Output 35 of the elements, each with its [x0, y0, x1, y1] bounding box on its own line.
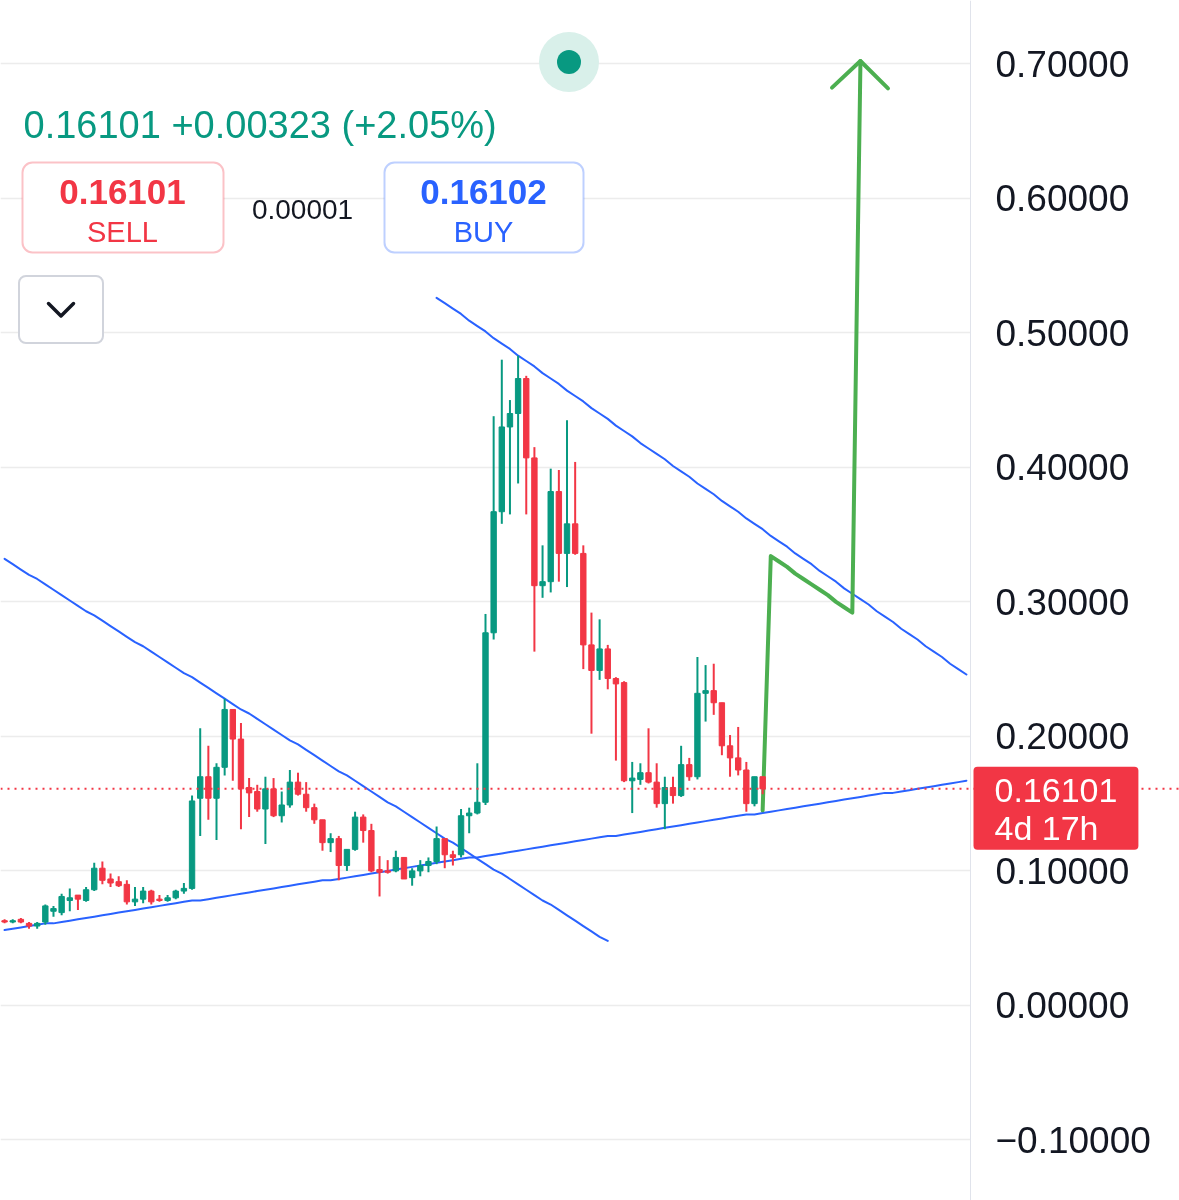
candlestick [286, 769, 294, 809]
annotation: SELL [87, 215, 158, 248]
candlestick [612, 676, 620, 762]
text: 0.16101 +0.00323 (+2.05%) [23, 103, 497, 146]
candlestick [91, 861, 98, 893]
candlestick [726, 734, 734, 778]
annotation: 0.16102 [420, 171, 547, 211]
annotation: 0.00001 [251, 194, 354, 225]
y-tick-label: 0.60000 [995, 178, 1130, 220]
candlestick [400, 856, 408, 880]
line-series [435, 296, 968, 676]
candlestick [327, 832, 334, 854]
y-tick-label: −0.10000 [995, 1119, 1151, 1161]
candlestick [710, 662, 717, 716]
candlestick [278, 790, 285, 824]
candlestick [661, 775, 669, 831]
candlestick [506, 399, 514, 516]
y-tick-label: 0.50000 [995, 312, 1130, 354]
y-tick-label: 0.70000 [995, 43, 1130, 85]
ref-line-label: 0.16101 4d 17h [994, 770, 1118, 847]
y-tick-label: 0.10000 [995, 850, 1130, 892]
candlestick [645, 727, 652, 785]
y-tick-label: 0.20000 [995, 716, 1130, 758]
candlestick [197, 727, 204, 837]
candlestick [343, 848, 351, 872]
candlestick [686, 756, 693, 782]
y-tick-label: 0.40000 [995, 447, 1130, 489]
candlestick [441, 837, 448, 870]
candlestick [596, 618, 603, 681]
candlestick [262, 775, 269, 845]
y-tick-label: 0.30000 [995, 581, 1130, 623]
candlestick [123, 879, 131, 906]
annotation: BUY [453, 215, 514, 248]
y-tick-label: 0.00000 [995, 985, 1130, 1027]
annotation: 0.16101 [59, 171, 186, 211]
